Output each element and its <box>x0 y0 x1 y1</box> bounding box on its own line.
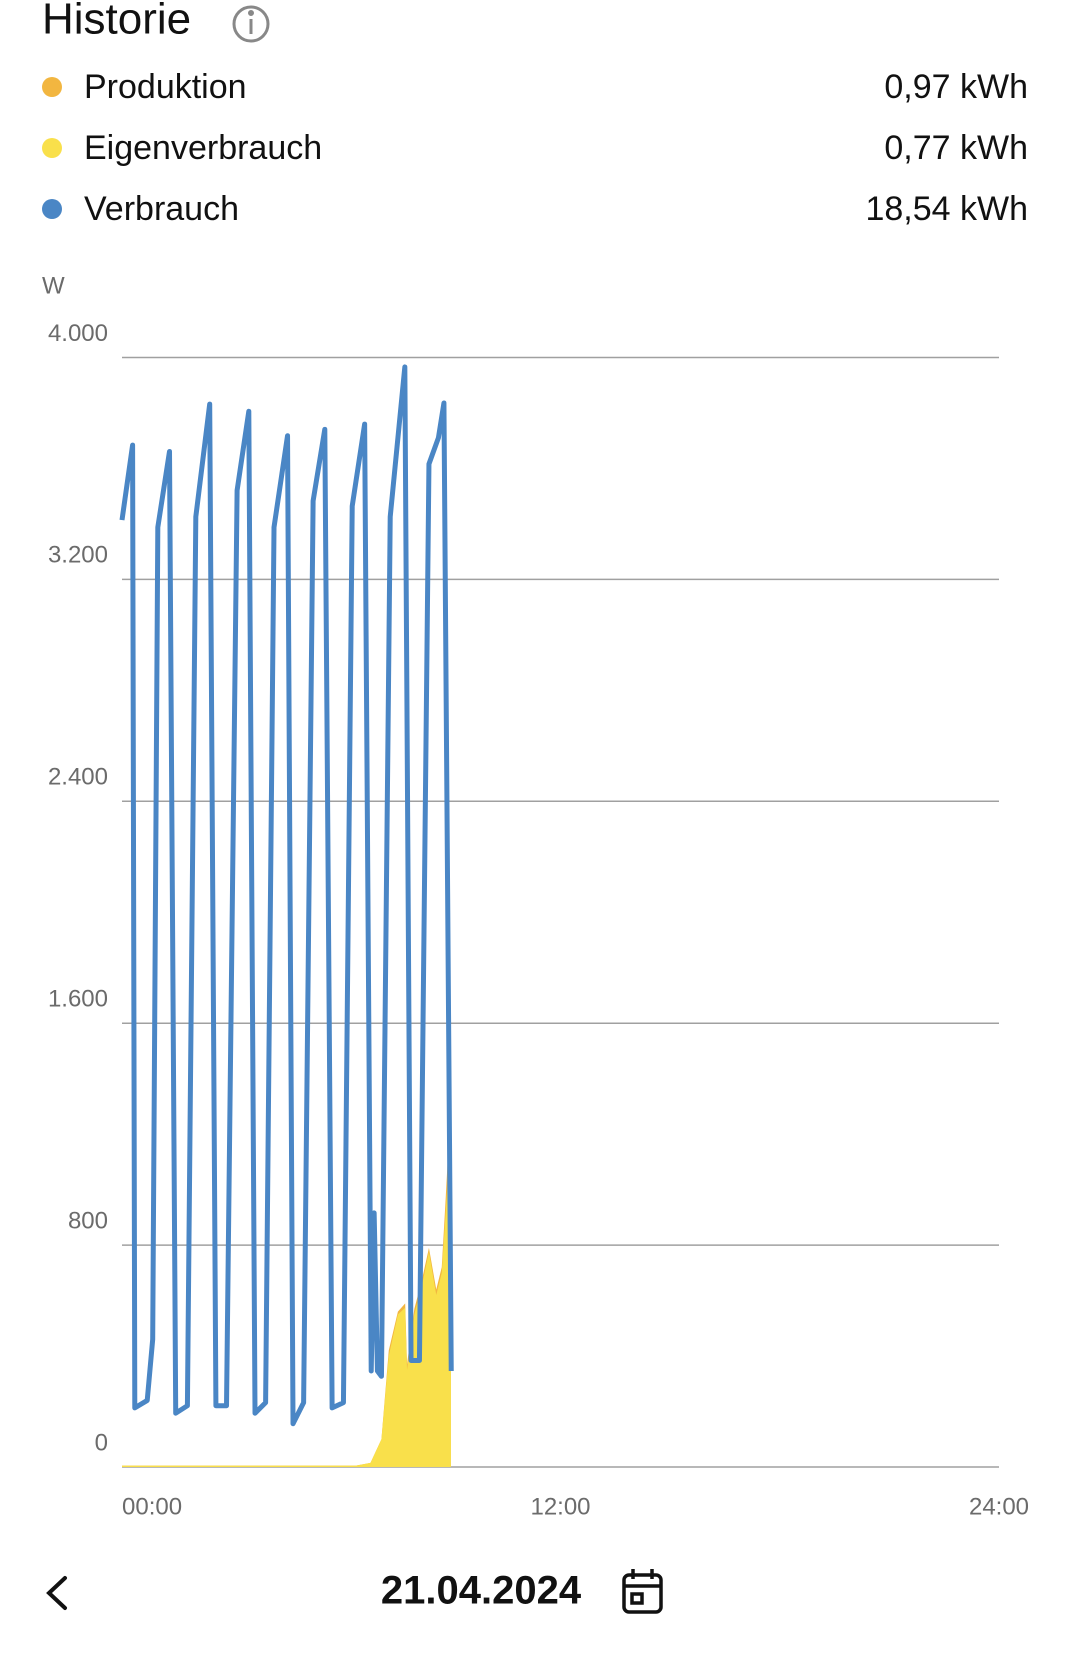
y-tick-label: 0 <box>95 1429 108 1456</box>
legend-name: Eigenverbrauch <box>84 129 322 167</box>
y-tick-label: 3.200 <box>48 542 108 569</box>
legend-total: 0,77 kWh <box>884 129 1028 167</box>
back-button[interactable] <box>46 1576 67 1610</box>
y-tick-label: 4.000 <box>48 320 108 347</box>
title: Historie <box>42 0 191 44</box>
x-tick-label: 12:00 <box>530 1493 590 1520</box>
date[interactable]: 21.04.2024 <box>381 1569 582 1613</box>
legend-dot <box>42 138 62 158</box>
line <box>119 364 454 1427</box>
y-tick-label: 800 <box>68 1207 108 1234</box>
legend-total: 0,97 kWh <box>884 68 1028 106</box>
info-icon[interactable] <box>232 5 270 43</box>
area <box>122 1106 451 1467</box>
calendar-icon[interactable] <box>622 1569 663 1614</box>
legend-name: Produktion <box>84 68 247 106</box>
x-tick-label: 24:00 <box>969 1493 1029 1520</box>
y-axis-label: W <box>42 272 65 299</box>
y-tick-label: 1.600 <box>48 986 108 1013</box>
legend-total: 18,54 kWh <box>865 190 1028 228</box>
x-tick-label: 00:00 <box>122 1493 182 1520</box>
y-tick-label: 2.400 <box>48 764 108 791</box>
legend-dot <box>42 199 62 219</box>
legend-name: Verbrauch <box>84 190 239 228</box>
legend-dot <box>42 77 62 97</box>
